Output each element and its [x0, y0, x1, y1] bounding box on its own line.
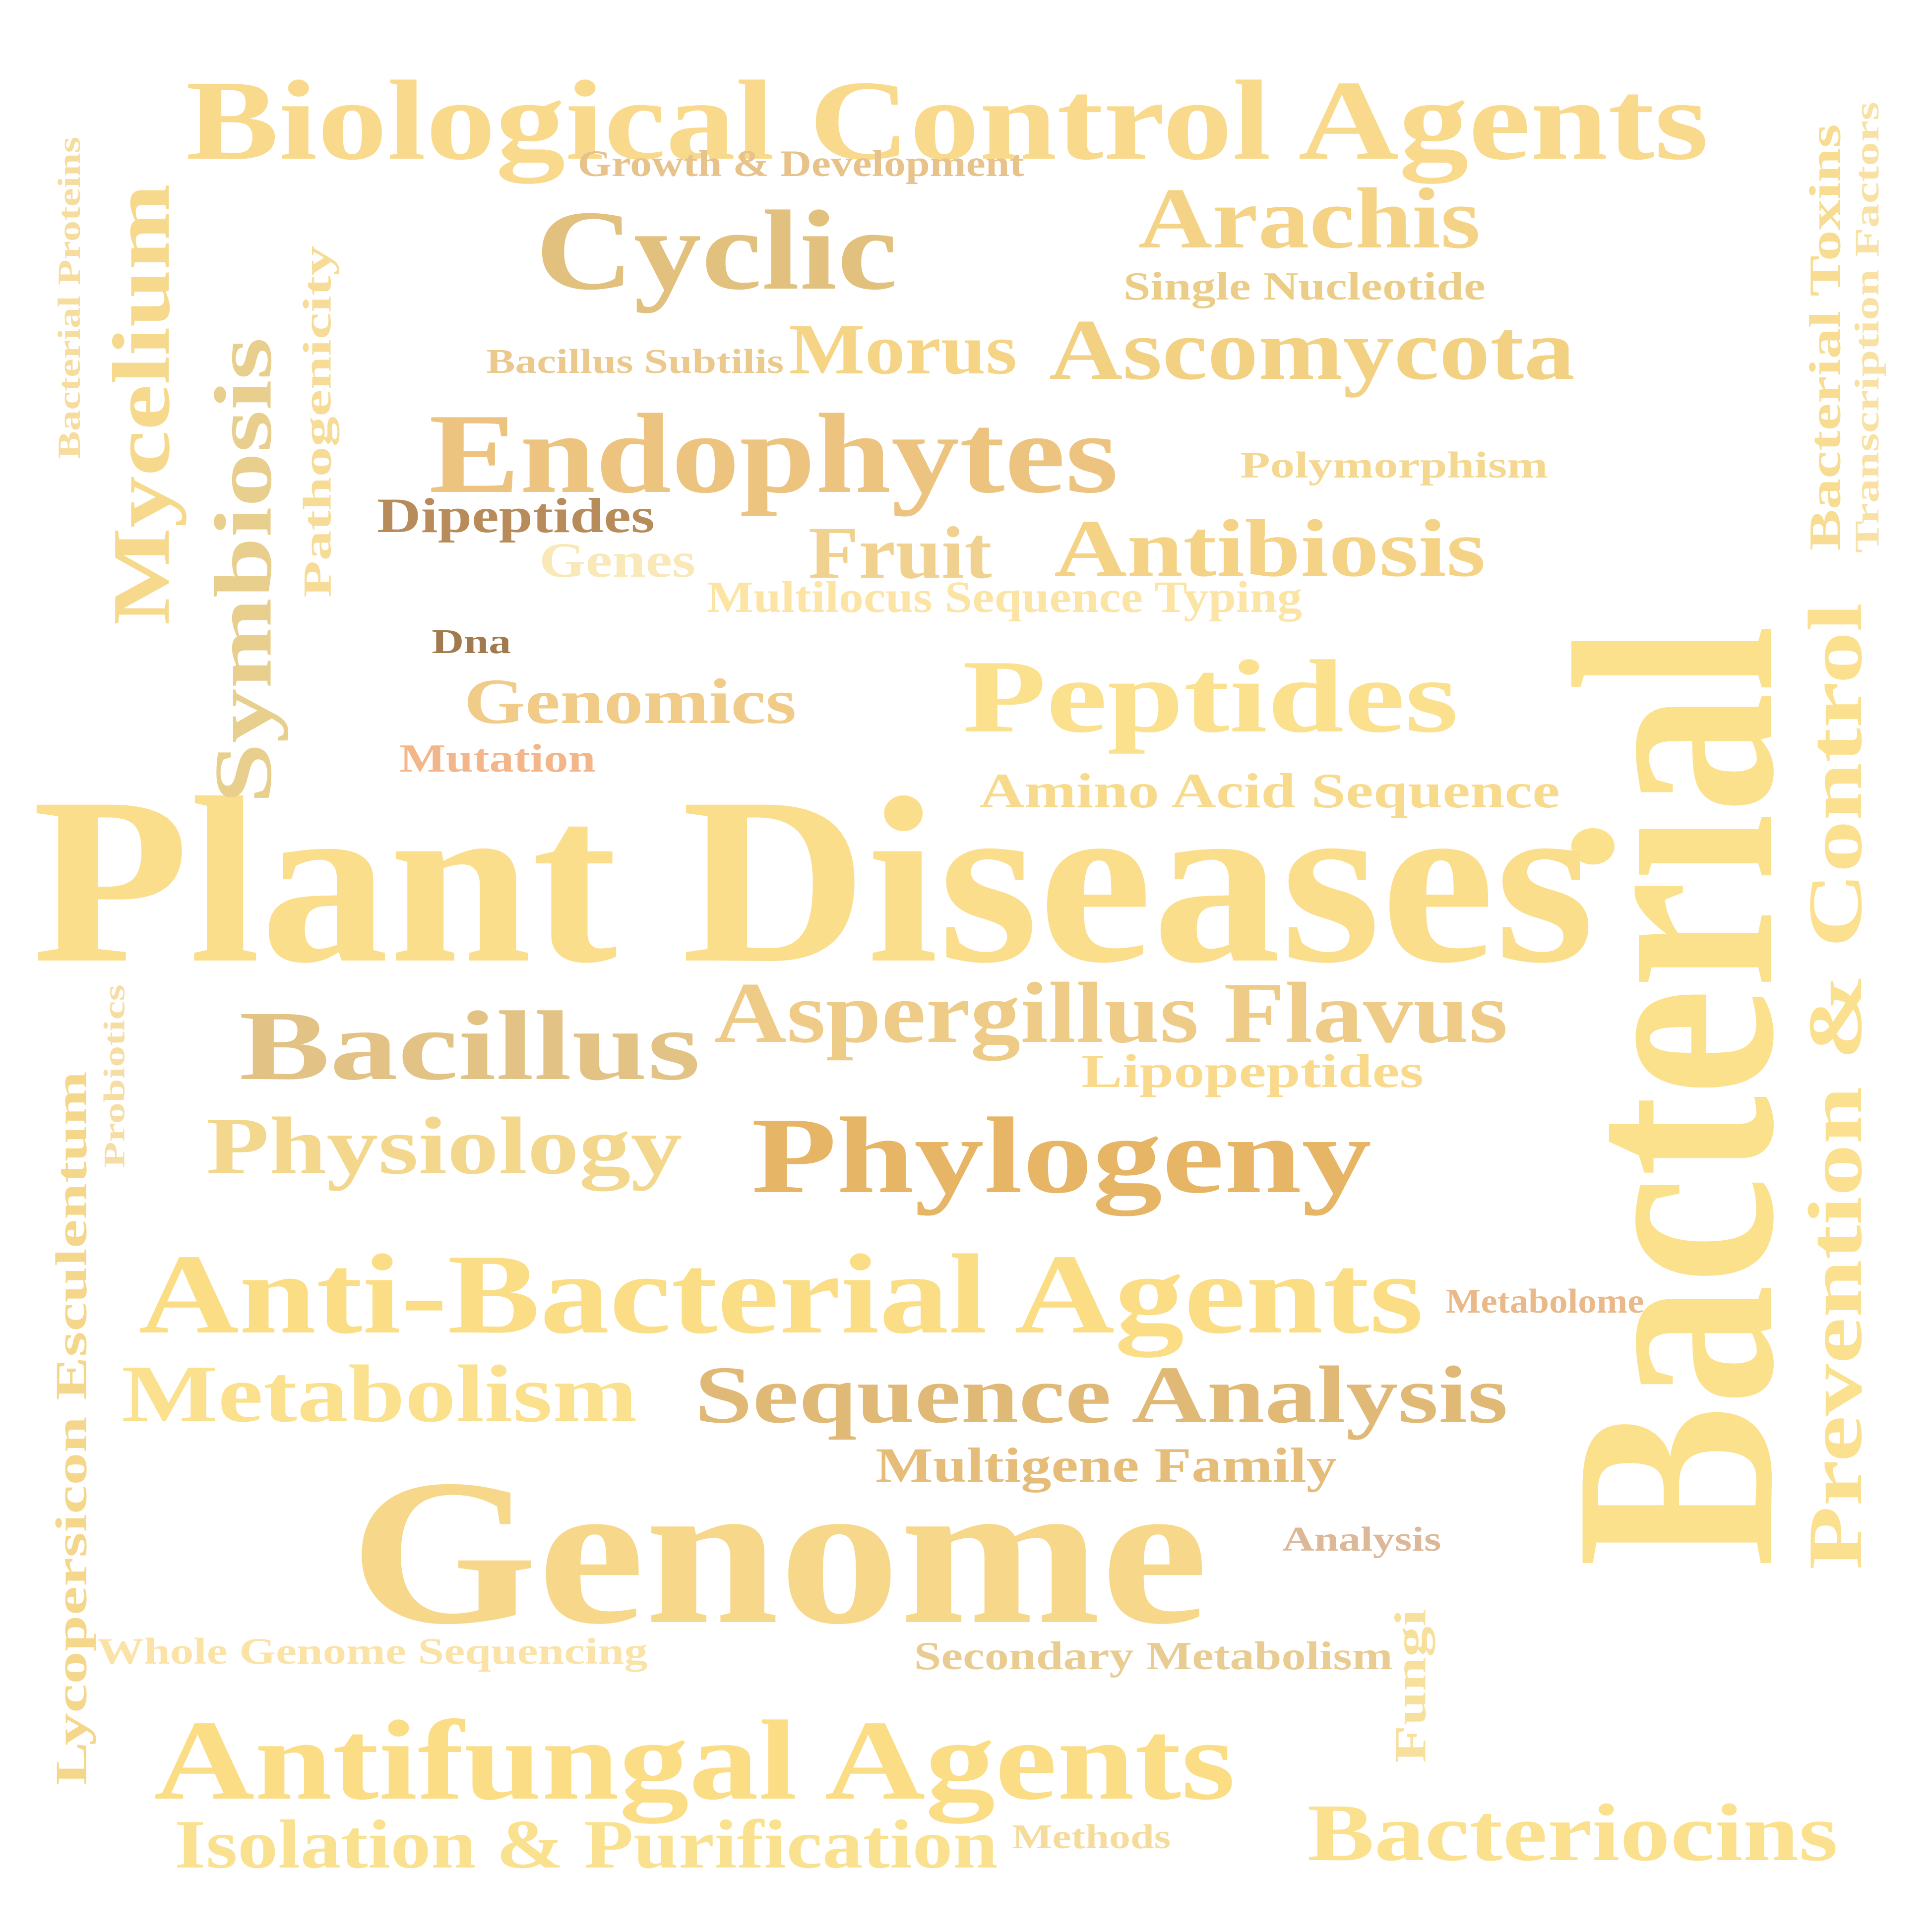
- word-biological-control-agents: Biological Control Agents: [186, 57, 1709, 183]
- word-arachis: Arachis: [1138, 170, 1481, 266]
- word-lipopeptides: Lipopeptides: [1081, 1044, 1424, 1097]
- word-sequence-analysis: Sequence Analysis: [694, 1349, 1508, 1440]
- word-anti-bacterial-agents: Anti-Bacterial Agents: [138, 1231, 1424, 1357]
- word-analysis: Analysis: [1282, 1520, 1441, 1559]
- word-multilocus-sequence-typing: Multilocus Sequence Typing: [706, 573, 1302, 622]
- word-peptides: Peptides: [962, 639, 1459, 754]
- word-mutation: Mutation: [399, 737, 596, 781]
- word-genes: Genes: [539, 533, 696, 588]
- word-plant-diseases: Plant Diseases: [32, 748, 1595, 1012]
- word-mycelium: Mycelium: [96, 183, 187, 625]
- word-secondary-metabolism: Secondary Metabolism: [914, 1634, 1393, 1678]
- word-genome: Genome: [349, 1437, 1208, 1667]
- word-prevention-control: Prevention & Control: [1792, 603, 1878, 1570]
- word-transcription-factors: Transcription Factors: [1848, 102, 1886, 553]
- word-genomics: Genomics: [463, 666, 796, 737]
- word-metabolome: Metabolome: [1445, 1282, 1645, 1321]
- word-fungi: Fungi: [1386, 1609, 1435, 1763]
- word-phylogeny: Phylogeny: [751, 1095, 1372, 1216]
- word-aspergillus-flavus: Aspergillus Flavus: [714, 964, 1508, 1061]
- word-cyclic: Cyclic: [535, 187, 898, 313]
- word-antibiosis: Antibiosis: [1054, 502, 1486, 594]
- word-whole-genome-sequencing: Whole Genome Sequencing: [97, 1630, 648, 1672]
- word-lycopersicon-esculentum: Lycopersicon Esculentum: [47, 1071, 97, 1786]
- word-bacillus: Bacillus: [239, 991, 700, 1101]
- word-pathogenicity: Pathogenicity: [295, 245, 339, 598]
- word-metabolism: Metabolism: [121, 1348, 638, 1439]
- word-bacterial-toxins: Bacterial Toxins: [1800, 123, 1850, 551]
- word-probiotics: Probiotics: [98, 984, 130, 1168]
- word-physiology: Physiology: [205, 1100, 683, 1191]
- word-morus: Morus: [788, 309, 1017, 389]
- word-endophytes: Endophytes: [429, 390, 1119, 517]
- word-dipeptides: Dipeptides: [376, 488, 655, 543]
- word-bacillus-subtilis: Bacillus Subtilis: [486, 343, 784, 381]
- word-multigene-family: Multigene Family: [875, 1438, 1337, 1493]
- word-single-nucleotide: Single Nucleotide: [1123, 265, 1486, 308]
- word-bacterial-proteins: Bacterial Proteins: [51, 136, 87, 459]
- word-antifungal-agents: Antifungal Agents: [153, 1697, 1236, 1823]
- word-polymorphism: Polymorphism: [1240, 444, 1548, 486]
- word-fruit: Fruit: [808, 512, 992, 594]
- word-symbiosis: Symbiosis: [197, 337, 289, 804]
- word-growth-development: Growth & Development: [578, 143, 1024, 184]
- word-isolation-purification: Isolation & Purification: [174, 1806, 998, 1883]
- word-ascomycota: Ascomycota: [1049, 301, 1575, 398]
- word-methods: Methods: [1012, 1818, 1171, 1856]
- word-bacteriocins: Bacteriocins: [1307, 1787, 1838, 1878]
- word-amino-acid-sequence: Amino Acid Sequence: [979, 763, 1560, 818]
- word-dna: Dna: [431, 623, 511, 661]
